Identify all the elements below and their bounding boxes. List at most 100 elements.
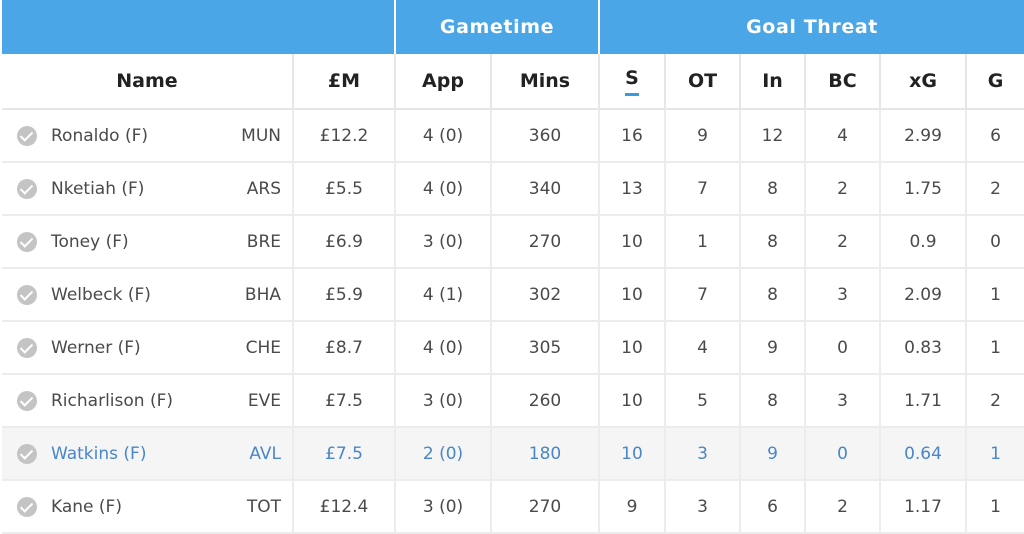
check-circle-icon[interactable] — [17, 178, 37, 199]
cell-price: £7.5 — [292, 427, 395, 481]
player-name[interactable]: Ronaldo (F) — [51, 125, 149, 146]
table-row[interactable]: Werner (F) CHE £8.7 4 (0) 305 10 4 9 0 0.83 1 — [2, 321, 1024, 375]
cell-g: 6 — [964, 109, 1024, 163]
team-code: TOT — [246, 496, 281, 517]
player-cell[interactable]: Kane (F) TOT — [2, 480, 293, 534]
table-row[interactable]: Richarlison (F) EVE £7.5 3 (0) 260 10 5 8 3 1.71 2 — [2, 374, 1024, 428]
cell-s: 9 — [598, 480, 665, 534]
cell-ot: 9 — [664, 109, 740, 163]
check-circle-icon[interactable] — [17, 337, 37, 358]
cell-in: 12 — [739, 109, 805, 163]
cell-mins: 305 — [490, 321, 599, 375]
cell-ot: 3 — [664, 480, 740, 534]
cell-mins: 340 — [490, 162, 599, 216]
player-cell-content: Welbeck (F) BHA — [3, 284, 291, 305]
player-name[interactable]: Watkins (F) — [51, 443, 147, 464]
cell-s: 13 — [598, 162, 665, 216]
player-cell[interactable]: Toney (F) BRE — [2, 215, 293, 269]
column-header-bc[interactable]: BC — [804, 54, 880, 110]
player-cell-content: Richarlison (F) EVE — [3, 390, 291, 411]
table-row[interactable]: Welbeck (F) BHA £5.9 4 (1) 302 10 7 8 3 2.09 1 — [2, 268, 1024, 322]
cell-price: £12.4 — [292, 480, 395, 534]
column-header-app[interactable]: App — [394, 54, 491, 110]
cell-xg: 0.9 — [879, 215, 966, 269]
player-name[interactable]: Richarlison (F) — [51, 390, 173, 411]
cell-price: £6.9 — [292, 215, 395, 269]
cell-g: 1 — [964, 268, 1024, 322]
cell-ot: 1 — [664, 215, 740, 269]
check-circle-icon[interactable] — [17, 390, 37, 411]
cell-ot: 5 — [664, 374, 740, 428]
table-row[interactable]: Ronaldo (F) MUN £12.2 4 (0) 360 16 9 12 4 2.99 6 — [2, 109, 1024, 163]
cell-g: 1 — [964, 321, 1024, 375]
check-circle-icon[interactable] — [17, 443, 37, 464]
cell-mins: 270 — [490, 480, 599, 534]
cell-bc: 4 — [804, 109, 880, 163]
cell-ot: 7 — [664, 162, 740, 216]
player-cell-content: Toney (F) BRE — [3, 231, 291, 252]
player-cell-content: Kane (F) TOT — [3, 496, 291, 517]
cell-g: 2 — [964, 374, 1024, 428]
check-circle-icon[interactable] — [17, 496, 37, 517]
table-row[interactable]: Kane (F) TOT £12.4 3 (0) 270 9 3 6 2 1.17 1 — [2, 480, 1024, 534]
player-cell[interactable]: Ronaldo (F) MUN — [2, 109, 293, 163]
column-header-price[interactable]: £M — [292, 54, 395, 110]
cell-in: 8 — [739, 374, 805, 428]
player-cell-content: Nketiah (F) ARS — [3, 178, 291, 199]
player-cell[interactable]: Watkins (F) AVL — [2, 427, 293, 481]
player-cell-content: Ronaldo (F) MUN — [3, 125, 291, 146]
cell-in: 8 — [739, 162, 805, 216]
column-header-xg[interactable]: xG — [879, 54, 966, 110]
table-row[interactable]: Nketiah (F) ARS £5.5 4 (0) 340 13 7 8 2 1.75 2 — [2, 162, 1024, 216]
cell-bc: 3 — [804, 268, 880, 322]
cell-app: 4 (1) — [394, 268, 491, 322]
column-header-ot[interactable]: OT — [664, 54, 740, 110]
cell-g: 1 — [964, 427, 1024, 481]
player-cell[interactable]: Werner (F) CHE — [2, 321, 293, 375]
group-header-gametime: Gametime — [394, 0, 599, 54]
cell-price: £12.2 — [292, 109, 395, 163]
player-name[interactable]: Toney (F) — [51, 231, 129, 252]
player-name[interactable]: Nketiah (F) — [51, 178, 145, 199]
table-row[interactable]: Watkins (F) AVL £7.5 2 (0) 180 10 3 9 0 0.64 1 — [2, 427, 1024, 481]
cell-in: 8 — [739, 215, 805, 269]
player-cell[interactable]: Richarlison (F) EVE — [2, 374, 293, 428]
cell-ot: 7 — [664, 268, 740, 322]
column-header-s[interactable]: S — [598, 54, 665, 110]
check-circle-icon[interactable] — [17, 125, 37, 146]
check-circle-icon[interactable] — [17, 284, 37, 305]
table-row[interactable]: Toney (F) BRE £6.9 3 (0) 270 10 1 8 2 0.9 0 — [2, 215, 1024, 269]
player-name[interactable]: Werner (F) — [51, 337, 141, 358]
cell-s: 10 — [598, 321, 665, 375]
team-code: MUN — [241, 125, 281, 146]
cell-mins: 302 — [490, 268, 599, 322]
cell-app: 4 (0) — [394, 321, 491, 375]
cell-xg: 1.71 — [879, 374, 966, 428]
check-circle-icon[interactable] — [17, 231, 37, 252]
player-name[interactable]: Welbeck (F) — [51, 284, 151, 305]
cell-price: £8.7 — [292, 321, 395, 375]
cell-s: 10 — [598, 427, 665, 481]
column-header-g[interactable]: G — [964, 54, 1024, 110]
cell-price: £5.9 — [292, 268, 395, 322]
table-body: Ronaldo (F) MUN £12.2 4 (0) 360 16 9 12 4 2.99 6 Nk… — [2, 109, 1024, 534]
cell-s: 16 — [598, 109, 665, 163]
cell-app: 3 (0) — [394, 374, 491, 428]
cell-bc: 2 — [804, 162, 880, 216]
team-code: BHA — [244, 284, 281, 305]
cell-xg: 2.99 — [879, 109, 966, 163]
cell-mins: 180 — [490, 427, 599, 481]
player-cell[interactable]: Nketiah (F) ARS — [2, 162, 293, 216]
column-header-name[interactable]: Name — [2, 54, 293, 110]
column-header-in[interactable]: In — [739, 54, 805, 110]
player-cell[interactable]: Welbeck (F) BHA — [2, 268, 293, 322]
cell-app: 2 (0) — [394, 427, 491, 481]
team-code: BRE — [246, 231, 281, 252]
sorted-column-label: S — [625, 67, 639, 96]
cell-mins: 270 — [490, 215, 599, 269]
column-header-mins[interactable]: Mins — [490, 54, 599, 110]
player-name[interactable]: Kane (F) — [51, 496, 122, 517]
group-header-goal-threat: Goal Threat — [597, 0, 1024, 54]
cell-app: 4 (0) — [394, 109, 491, 163]
